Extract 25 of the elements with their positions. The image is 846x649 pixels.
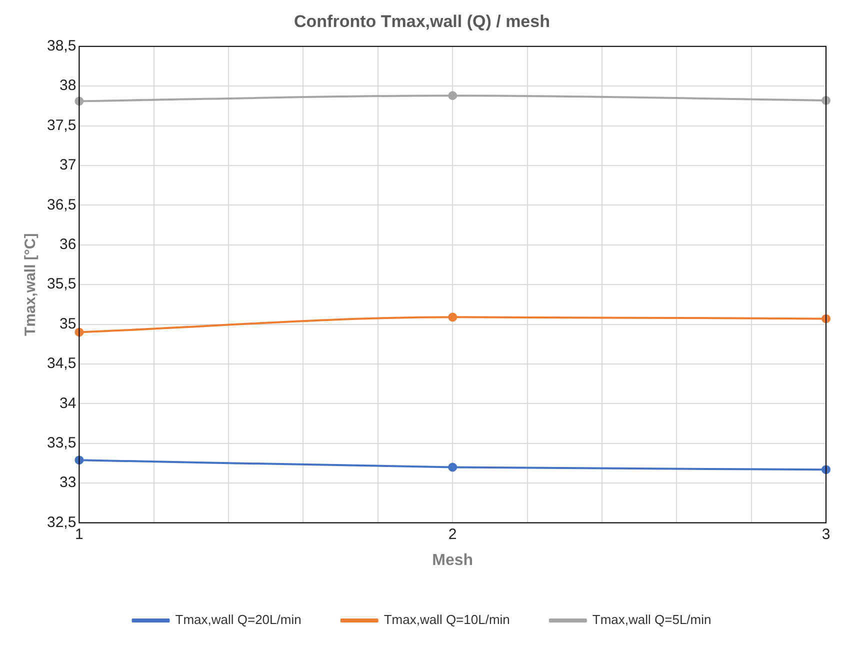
y-tick-label: 36 — [60, 236, 76, 254]
y-tick-label: 32,5 — [46, 514, 76, 531]
y-tick-label: 38,5 — [46, 38, 76, 55]
point — [448, 312, 458, 322]
y-tick-label: 38 — [60, 77, 76, 94]
y-tick-label: 37 — [60, 156, 76, 174]
y-tick-label: 33,5 — [46, 434, 76, 452]
x-tick-label: 3 — [822, 526, 830, 543]
legend-label: Tmax,wall Q=20L/min — [175, 612, 302, 628]
y-tick-label: 33 — [60, 474, 76, 492]
y-tick-label: 36,5 — [46, 196, 76, 214]
x-tick-label: 1 — [75, 526, 84, 543]
chart-title: Confronto Tmax,wall (Q) / mesh — [294, 12, 550, 31]
x-tick-label: 2 — [448, 526, 457, 543]
y-tick-label: 35,5 — [46, 276, 76, 293]
y-tick-label: 37,5 — [46, 116, 76, 134]
x-axis-title: Mesh — [432, 552, 474, 569]
legend-label: Tmax,wall Q=10L/min — [384, 612, 510, 628]
point — [448, 462, 458, 472]
y-tick-label: 34 — [60, 394, 76, 412]
point — [448, 91, 458, 100]
legend-label: Tmax,wall Q=5L/min — [592, 612, 712, 628]
y-axis-title: Tmax,wall [°C] — [22, 233, 40, 336]
y-tick-label: 35 — [60, 315, 76, 332]
y-tick-label: 34,5 — [46, 355, 76, 372]
